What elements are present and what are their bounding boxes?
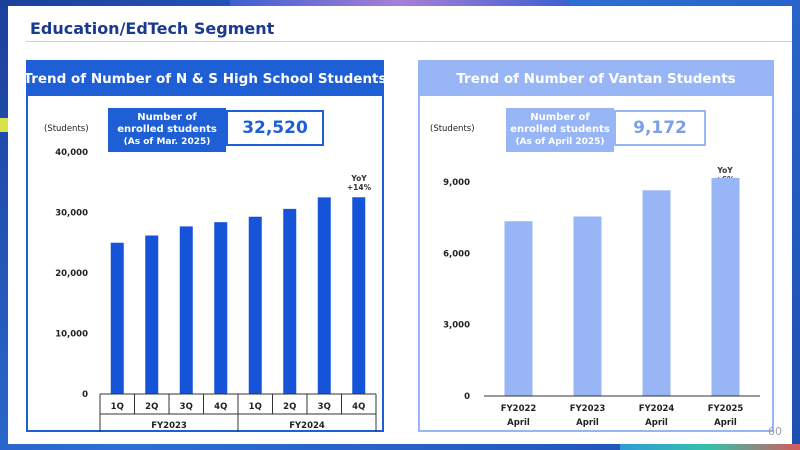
x-tick-label: 4Q	[214, 402, 227, 412]
left-panel-title: Trend of Number of N & S High School Stu…	[23, 62, 387, 96]
right-kpi-label-line3: (As of April 2025)	[515, 137, 605, 147]
right-bar-chart: 0 3,000 6,000 9,000 FY2022 April FY2023 April FY…	[443, 177, 760, 428]
background-swoosh-teal	[620, 444, 800, 450]
x-tick-label: 1Q	[111, 402, 124, 412]
left-kpi-value: 32,520	[226, 110, 324, 146]
x-tick-sublabel: April	[576, 418, 599, 428]
x-tick-label: 3Q	[180, 402, 193, 412]
right-kpi-label: Number of enrolled students (As of April…	[506, 108, 614, 152]
bar	[179, 226, 193, 394]
y-tick-label: 20,000	[55, 269, 88, 279]
x-tick-sublabel: April	[714, 418, 737, 428]
x-tick-label: 2Q	[283, 402, 296, 412]
x-tick-label: FY2025	[708, 404, 744, 414]
x-tick-sublabel: April	[645, 418, 668, 428]
left-kpi-label-line3: (As of Mar. 2025)	[123, 137, 211, 147]
x-tick-label: 1Q	[249, 402, 262, 412]
right-chart-panel: Trend of Number of Vantan Students (Stud…	[418, 60, 774, 432]
bar	[145, 235, 159, 394]
left-yoy-annotation: YoY +14%	[339, 174, 379, 192]
page-number: 60	[768, 425, 782, 438]
right-unit-label: (Students)	[430, 124, 475, 134]
y-tick-label: 0	[464, 392, 470, 402]
x-tick-label: 2Q	[145, 402, 158, 412]
x-tick-label: FY2024	[639, 404, 675, 414]
bar	[504, 221, 533, 396]
x-tick-sublabel: April	[507, 418, 530, 428]
x-tick-label: 3Q	[318, 402, 331, 412]
background-swoosh-green	[0, 118, 8, 132]
group-label: FY2023	[151, 421, 187, 431]
slide: Education/EdTech Segment Trend of Number…	[8, 6, 792, 444]
x-tick-label: 4Q	[352, 402, 365, 412]
title-divider	[26, 41, 792, 42]
left-chart-panel: Trend of Number of N & S High School Stu…	[23, 60, 387, 432]
bar	[352, 197, 366, 394]
right-kpi-label-line2: enrolled students	[510, 124, 610, 135]
right-yoy-label: YoY	[717, 166, 733, 175]
bar	[642, 190, 671, 396]
y-tick-label: 3,000	[443, 321, 470, 331]
bar	[248, 216, 262, 394]
bar	[711, 177, 740, 396]
y-tick-label: 10,000	[55, 330, 88, 340]
left-yoy-label: YoY	[351, 174, 367, 183]
x-tick-label: FY2022	[501, 404, 537, 414]
right-panel-title: Trend of Number of Vantan Students	[420, 62, 772, 96]
bar	[110, 242, 124, 394]
y-tick-label: 6,000	[443, 249, 470, 259]
left-kpi-label: Number of enrolled students (As of Mar. …	[108, 108, 226, 152]
slide-title: Education/EdTech Segment	[30, 19, 275, 38]
y-tick-label: 9,000	[443, 178, 470, 188]
left-yoy-value: +14%	[346, 183, 372, 192]
bar	[283, 208, 297, 394]
background-swoosh-purple	[230, 0, 570, 6]
left-unit-label: (Students)	[44, 124, 89, 134]
x-tick-label: FY2023	[570, 404, 606, 414]
left-kpi-label-line2: enrolled students	[117, 124, 217, 135]
y-tick-label: 40,000	[55, 148, 88, 158]
bar	[317, 197, 331, 394]
bar	[214, 222, 228, 394]
y-tick-label: 0	[82, 390, 88, 400]
left-kpi-label-line1: Number of	[137, 112, 197, 123]
left-bar-chart: 0 10,000 20,000 30,000 40,000 1Q 2Q 3Q 4Q 1Q 2Q 3Q 4…	[55, 148, 377, 432]
right-kpi-value: 9,172	[614, 110, 706, 146]
bar	[573, 216, 602, 396]
y-tick-label: 30,000	[55, 209, 88, 219]
group-label: FY2024	[289, 421, 325, 431]
right-kpi-label-line1: Number of	[530, 112, 590, 123]
